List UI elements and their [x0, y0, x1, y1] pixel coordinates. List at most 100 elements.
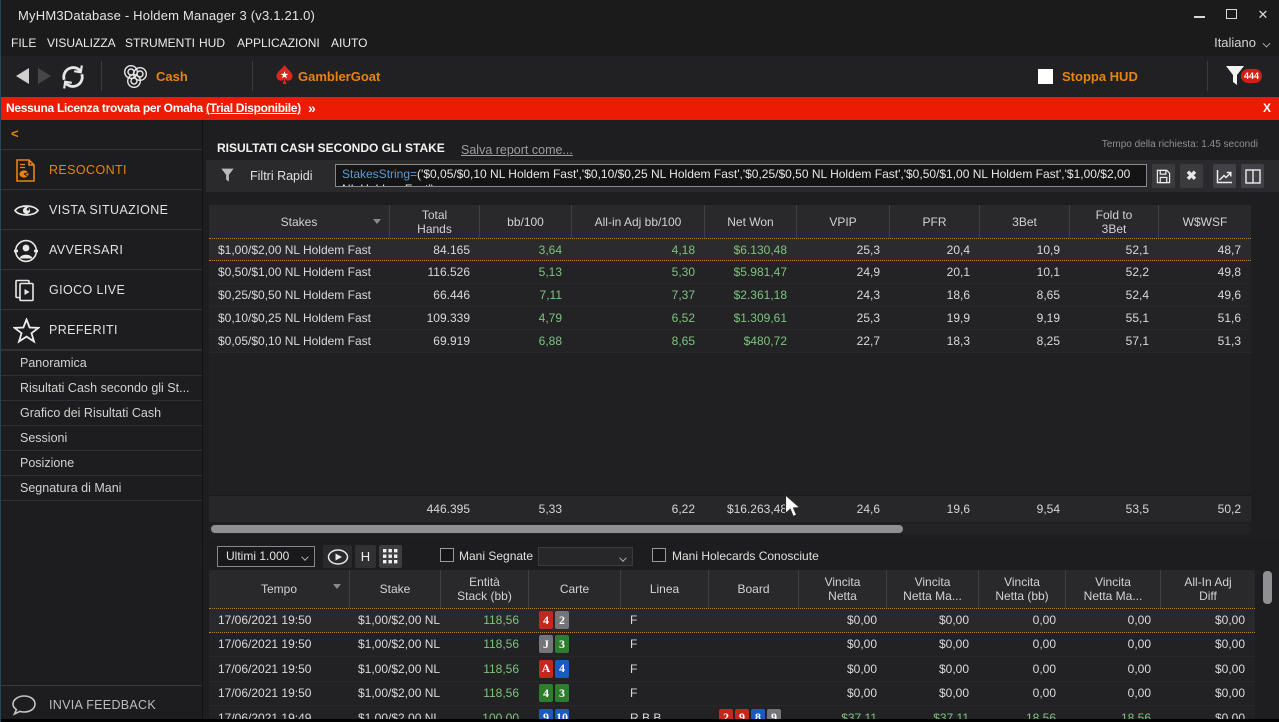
stakes-table-row[interactable]: $1,00/$2,00 NL Holdem Fast 84.165 3,64 4… [209, 238, 1251, 261]
allin_adj-cell: 7,37 [671, 288, 695, 302]
stop-icon[interactable] [1038, 69, 1053, 84]
send-feedback-button[interactable]: INVIA FEEDBACK [1, 685, 202, 722]
known-holecards-checkbox[interactable] [652, 548, 666, 562]
vertical-scrollbar-thumb[interactable] [1263, 571, 1272, 604]
stakes-column-header[interactable]: W$WSF [1182, 214, 1228, 229]
refresh-icon[interactable] [59, 63, 87, 96]
hands-table-row[interactable]: 17/06/2021 19:50 $1,00/$2,00 NL Holdem F… [209, 681, 1255, 706]
minimize-button[interactable] [1184, 0, 1214, 28]
trial-link[interactable]: (Trial Disponibile) [205, 101, 301, 115]
hands-column-header[interactable]: Vincita Netta Ma... [887, 570, 979, 608]
stakes-column-header[interactable]: Total Hands [390, 205, 480, 238]
filter-expression-input[interactable]: StakesString=('$0,05/$0,10 NL Holdem Fas… [335, 164, 1147, 187]
marked-hands-checkbox[interactable] [440, 548, 454, 562]
forward-arrow-icon[interactable] [38, 68, 51, 84]
hands-column-header[interactable]: All-In Adj Diff [1184, 575, 1232, 603]
stakes-column-header[interactable]: All-in Adj bb/100 [572, 205, 705, 238]
tempo-cell: 17/06/2021 19:50 [218, 661, 312, 676]
back-arrow-icon[interactable] [16, 68, 29, 84]
sidebar-collapse-button[interactable]: < [11, 126, 19, 141]
split-view-button[interactable] [1241, 164, 1264, 188]
sidebar-item[interactable]: Risultati Cash secondo gli St... [1, 375, 202, 400]
sidebar-item[interactable]: Segnatura di Mani [1, 475, 202, 500]
menu-item[interactable]: VISUALIZZA [47, 36, 116, 50]
card-tile: 8 [751, 708, 765, 722]
pokerstars-spade-icon[interactable] [276, 65, 293, 90]
stakes-column-header[interactable]: 3Bet [980, 205, 1070, 238]
sidebar-section-gioco-live[interactable]: GIOCO LIVE [1, 269, 202, 309]
maximize-button[interactable] [1216, 0, 1246, 28]
close-button[interactable]: ✕ [1248, 0, 1278, 28]
banner-close-button[interactable]: X [1262, 101, 1271, 115]
line-cell: F [630, 686, 638, 701]
menu-bar: FILE VISUALIZZA STRUMENTI HUD APPLICAZIO… [1, 30, 1279, 56]
hands-column-header[interactable]: Stake [350, 570, 441, 608]
hands-table-row[interactable]: 17/06/2021 19:50 $1,00/$2,00 NL Holdem F… [209, 657, 1255, 682]
menu-item[interactable]: FILE [11, 36, 37, 50]
hands-range-select[interactable]: Ultimi 1.000 [217, 546, 315, 567]
stop-hud-button[interactable]: Stoppa HUD [1062, 69, 1138, 84]
hands-column-header[interactable]: Entità Stack (bb) [441, 570, 529, 608]
stakes-table-row[interactable]: $0,10/$0,25 NL Holdem Fast 109.339 4,79 … [209, 307, 1251, 330]
hands-column-header[interactable]: Board [709, 570, 799, 608]
poker-chips-icon[interactable] [121, 63, 150, 95]
stakes-column-header[interactable]: Net Won [705, 205, 797, 238]
net-won-ma-cell: $0,00 [938, 613, 969, 628]
sidebar-section-avversari[interactable]: AVVERSARI [1, 229, 202, 269]
report-title: RISULTATI CASH SECONDO GLI STAKE [217, 141, 445, 155]
clear-filter-button[interactable]: ✖ [1180, 164, 1203, 188]
stakes-table-row[interactable]: $0,25/$0,50 NL Holdem Fast 66.446 7,11 7… [209, 284, 1251, 307]
save-report-link[interactable]: Salva report come... [461, 143, 573, 157]
menu-item[interactable]: APPLICAZIONI [237, 36, 320, 50]
horizontal-scrollbar-thumb[interactable] [211, 525, 903, 533]
replay-button[interactable] [323, 545, 352, 568]
stakes-column-header[interactable]: Fold to 3Bet [1070, 205, 1159, 238]
sidebar-item[interactable]: Panoramica [1, 350, 202, 375]
stakes-column-header[interactable]: Stakes [209, 205, 390, 238]
license-banner: Nessuna Licenza trovata per Omaha (Trial… [1, 97, 1279, 120]
hands-column-header[interactable]: Vincita Netta (bb) [979, 570, 1066, 608]
filter-funnel-icon[interactable] [1225, 65, 1245, 92]
hands-column-header[interactable]: Vincita Netta Ma... [1066, 570, 1161, 608]
stakes-column-header[interactable]: PFR [890, 205, 980, 238]
sort-chevron-icon[interactable] [373, 219, 381, 224]
sidebar-item[interactable]: Grafico dei Risultati Cash [1, 400, 202, 425]
stakes-column-header[interactable]: VPIP [797, 205, 890, 238]
known-holecards-label: Mani Holecards Conosciute [672, 549, 819, 563]
stack-cell: 118,56 [483, 686, 519, 701]
banner-chevron-icon[interactable]: » [308, 100, 316, 116]
chart-button[interactable] [1213, 164, 1236, 188]
marked-hands-select[interactable] [538, 547, 633, 566]
menu-item[interactable]: STRUMENTI [125, 36, 195, 50]
sidebar-section-resoconti[interactable]: RESOCONTI [1, 149, 202, 189]
vertical-scrollbar[interactable] [1262, 570, 1272, 722]
stakes-table-row[interactable]: $0,05/$0,10 NL Holdem Fast 69.919 6,88 8… [209, 330, 1251, 353]
hands-table-row[interactable]: 17/06/2021 19:49 $1,00/$2,00 NL Holdem F… [209, 706, 1255, 722]
grid-view-button[interactable] [379, 545, 402, 568]
menu-item[interactable]: AIUTO [331, 36, 368, 50]
horizontal-scrollbar[interactable] [209, 524, 1251, 534]
sidebar-section-preferiti[interactable]: PREFERITI [1, 309, 202, 349]
menu-item[interactable]: HUD [199, 36, 225, 50]
language-selector[interactable]: Italiano [1214, 35, 1256, 50]
hands-table-row[interactable]: 17/06/2021 19:50 $1,00/$2,00 NL Holdem F… [209, 608, 1255, 633]
hands-column-header[interactable]: Tempo [209, 570, 350, 608]
vpip-cell: 24,3 [856, 288, 880, 302]
hands-column-header[interactable]: Linea [621, 570, 709, 608]
stakes-table-row[interactable]: $0,50/$1,00 NL Holdem Fast 116.526 5,13 … [209, 261, 1251, 284]
sort-chevron-icon[interactable] [333, 584, 341, 589]
sidebar-item[interactable]: Sessioni [1, 425, 202, 450]
hands-column-header[interactable]: Carte [529, 570, 621, 608]
player-name-button[interactable]: GamblerGoat [298, 69, 381, 84]
save-filter-button[interactable] [1152, 164, 1175, 188]
stake-cell: $1,00/$2,00 NL Holdem Fast [358, 661, 441, 676]
stakes-column-header[interactable]: bb/100 [480, 205, 572, 238]
bb100-cell: 6,88 [538, 334, 562, 348]
hands-column-header[interactable]: Vincita Netta [799, 570, 887, 608]
hands-table-row[interactable]: 17/06/2021 19:50 $1,00/$2,00 NL Holdem F… [209, 632, 1255, 657]
cash-tab[interactable]: Cash [156, 69, 188, 84]
chevron-down-icon [619, 554, 627, 562]
sidebar-item[interactable]: Posizione [1, 450, 202, 475]
sidebar-section-vista-situazione[interactable]: VISTA SITUAZIONE [1, 189, 202, 229]
h-button[interactable]: H [355, 545, 376, 568]
